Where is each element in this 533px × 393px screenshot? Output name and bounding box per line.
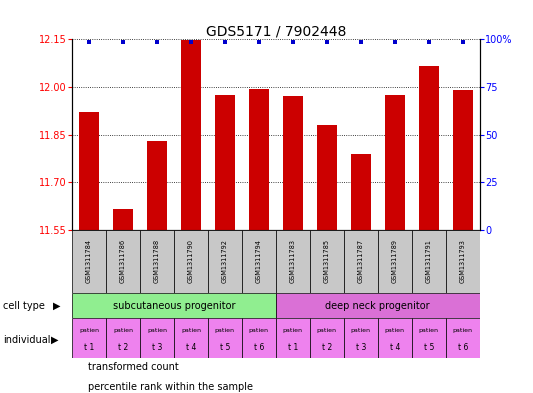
Text: GSM1311791: GSM1311791 (426, 239, 432, 283)
Point (221, 39, 229, 45)
Text: GSM1311792: GSM1311792 (222, 239, 228, 283)
Text: t 3: t 3 (152, 343, 162, 352)
Text: patien: patien (181, 329, 201, 333)
Point (119, 39, 127, 45)
Text: GSM1311793: GSM1311793 (459, 239, 466, 283)
Bar (174, 318, 208, 358)
Text: t 2: t 2 (118, 343, 128, 352)
Bar (378, 230, 411, 293)
Bar (72, 230, 106, 293)
Bar (248, 88, 269, 230)
Bar (418, 66, 439, 230)
Text: GSM1311786: GSM1311786 (120, 239, 126, 283)
Bar (344, 230, 378, 293)
Text: ▶: ▶ (51, 335, 59, 345)
Bar (276, 293, 480, 318)
Text: ▶: ▶ (53, 301, 61, 311)
Text: GSM1311788: GSM1311788 (154, 239, 160, 283)
Text: GSM1311794: GSM1311794 (256, 239, 262, 283)
Bar (242, 230, 276, 293)
Bar (351, 154, 371, 230)
Bar (384, 95, 405, 230)
Text: patien: patien (215, 329, 235, 333)
Text: GSM1311783: GSM1311783 (290, 239, 296, 283)
Bar (208, 230, 242, 293)
Bar (147, 141, 167, 230)
Bar (276, 318, 310, 358)
Text: t 5: t 5 (220, 343, 230, 352)
Text: t 2: t 2 (322, 343, 332, 352)
Bar (310, 318, 344, 358)
Text: GSM1311790: GSM1311790 (188, 239, 194, 283)
Text: deep neck progenitor: deep neck progenitor (326, 301, 430, 310)
Bar (72, 293, 276, 318)
Bar (411, 230, 446, 293)
Bar (208, 318, 242, 358)
Bar (215, 95, 235, 230)
Bar (276, 230, 310, 293)
Bar (453, 90, 473, 230)
Text: patien: patien (453, 329, 473, 333)
Text: percentile rank within the sample: percentile rank within the sample (88, 382, 253, 392)
Point (424, 39, 433, 45)
Text: t 4: t 4 (185, 343, 196, 352)
Bar (446, 230, 480, 293)
Text: patien: patien (249, 329, 269, 333)
Text: patien: patien (419, 329, 439, 333)
Bar (411, 318, 446, 358)
Bar (106, 230, 140, 293)
Text: patien: patien (79, 329, 99, 333)
Text: GSM1311785: GSM1311785 (324, 239, 330, 283)
Text: t 1: t 1 (288, 343, 298, 352)
Text: t 4: t 4 (390, 343, 400, 352)
Bar (140, 230, 174, 293)
Text: t 3: t 3 (356, 343, 366, 352)
Bar (140, 318, 174, 358)
Text: patien: patien (351, 329, 371, 333)
Bar (242, 318, 276, 358)
Point (187, 39, 195, 45)
Point (152, 39, 161, 45)
Point (288, 39, 297, 45)
Text: patien: patien (283, 329, 303, 333)
Point (85, 39, 93, 45)
Bar (79, 112, 99, 230)
Bar (174, 230, 208, 293)
Bar (112, 209, 133, 230)
Point (322, 39, 331, 45)
Text: t 6: t 6 (457, 343, 468, 352)
Bar (310, 230, 344, 293)
Point (458, 39, 467, 45)
Text: patien: patien (147, 329, 167, 333)
Text: cell type: cell type (3, 301, 45, 311)
Point (357, 39, 365, 45)
Point (391, 39, 399, 45)
Text: transformed count: transformed count (88, 362, 179, 372)
Bar (378, 318, 411, 358)
Bar (446, 318, 480, 358)
Point (255, 39, 263, 45)
Bar (317, 125, 337, 230)
Text: GSM1311784: GSM1311784 (86, 239, 92, 283)
Title: GDS5171 / 7902448: GDS5171 / 7902448 (206, 24, 346, 38)
Text: t 6: t 6 (254, 343, 264, 352)
Text: t 1: t 1 (84, 343, 94, 352)
Text: t 5: t 5 (424, 343, 434, 352)
Text: GSM1311789: GSM1311789 (392, 239, 398, 283)
Text: subcutaneous progenitor: subcutaneous progenitor (112, 301, 235, 310)
Text: patien: patien (385, 329, 405, 333)
Text: patien: patien (113, 329, 133, 333)
Bar (181, 40, 201, 230)
Bar (72, 318, 106, 358)
Bar (282, 96, 303, 230)
Bar (106, 318, 140, 358)
Text: individual: individual (3, 335, 50, 345)
Bar (344, 318, 378, 358)
Text: GSM1311787: GSM1311787 (358, 239, 364, 283)
Text: patien: patien (317, 329, 337, 333)
